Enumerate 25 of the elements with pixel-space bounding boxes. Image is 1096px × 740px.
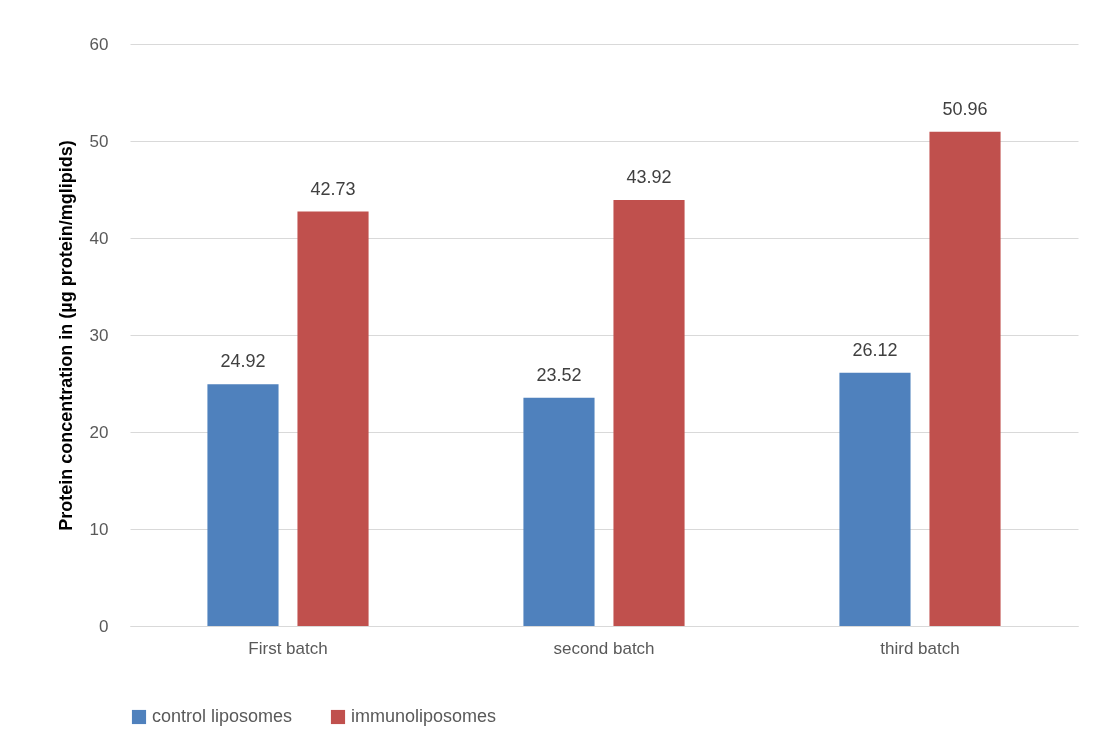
bar [613,199,685,626]
x-tick-label: third batch [880,638,960,658]
x-tick-label: second batch [553,638,655,658]
y-tick-label: 60 [89,34,109,54]
legend-label: control liposomes [152,706,293,726]
y-tick-label: 50 [89,131,109,151]
y-tick-label: 0 [99,616,109,636]
x-tick-label: First batch [248,638,328,658]
bar [839,372,911,626]
bar [207,384,279,626]
data-label: 26.12 [852,339,898,360]
data-label: 42.73 [310,178,356,199]
bar [523,397,595,626]
y-tick-label: 40 [89,228,109,248]
y-tick-label: 10 [89,519,109,539]
y-axis-title: Protein concentration in (µg protein/mglipids) [55,140,76,531]
legend-label: immunoliposomes [351,706,497,726]
data-label: 23.52 [536,364,582,385]
bar [929,131,1001,626]
y-tick-label: 30 [89,325,109,345]
bar [297,211,369,626]
y-tick-label: 20 [89,422,109,442]
data-label: 24.92 [220,351,266,372]
data-label: 43.92 [626,166,672,187]
data-label: 50.96 [942,98,988,119]
